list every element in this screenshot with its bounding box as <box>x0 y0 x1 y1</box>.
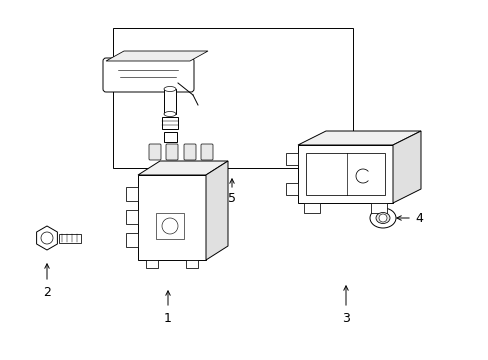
Polygon shape <box>205 161 227 260</box>
Bar <box>126 210 138 224</box>
Bar <box>162 117 178 129</box>
FancyBboxPatch shape <box>149 144 161 160</box>
FancyBboxPatch shape <box>183 144 196 160</box>
Polygon shape <box>106 51 207 61</box>
Ellipse shape <box>163 112 176 117</box>
Ellipse shape <box>375 212 389 224</box>
Bar <box>113 28 352 168</box>
Bar <box>138 175 205 260</box>
Bar <box>304 203 319 213</box>
Circle shape <box>162 218 178 234</box>
Bar <box>285 183 297 195</box>
Bar <box>297 145 392 203</box>
FancyBboxPatch shape <box>103 58 194 92</box>
Polygon shape <box>37 226 57 250</box>
Bar <box>156 213 183 239</box>
Bar <box>285 153 297 165</box>
Bar <box>126 233 138 247</box>
Polygon shape <box>392 131 420 203</box>
Bar <box>370 203 386 213</box>
Ellipse shape <box>163 86 176 91</box>
Bar <box>126 187 138 201</box>
FancyBboxPatch shape <box>165 144 178 160</box>
Text: 3: 3 <box>342 311 349 324</box>
Ellipse shape <box>369 208 395 228</box>
Text: 5: 5 <box>227 192 236 204</box>
Circle shape <box>378 214 386 222</box>
Bar <box>163 132 177 142</box>
Circle shape <box>41 232 53 244</box>
Bar <box>146 260 158 268</box>
FancyBboxPatch shape <box>201 144 213 160</box>
Bar <box>59 234 81 243</box>
Text: 1: 1 <box>164 311 172 324</box>
Bar <box>305 153 384 195</box>
Text: 2: 2 <box>43 287 51 300</box>
Text: 4: 4 <box>414 212 422 225</box>
Bar <box>163 89 176 114</box>
Polygon shape <box>138 161 227 175</box>
Bar <box>185 260 198 268</box>
Polygon shape <box>297 131 420 145</box>
